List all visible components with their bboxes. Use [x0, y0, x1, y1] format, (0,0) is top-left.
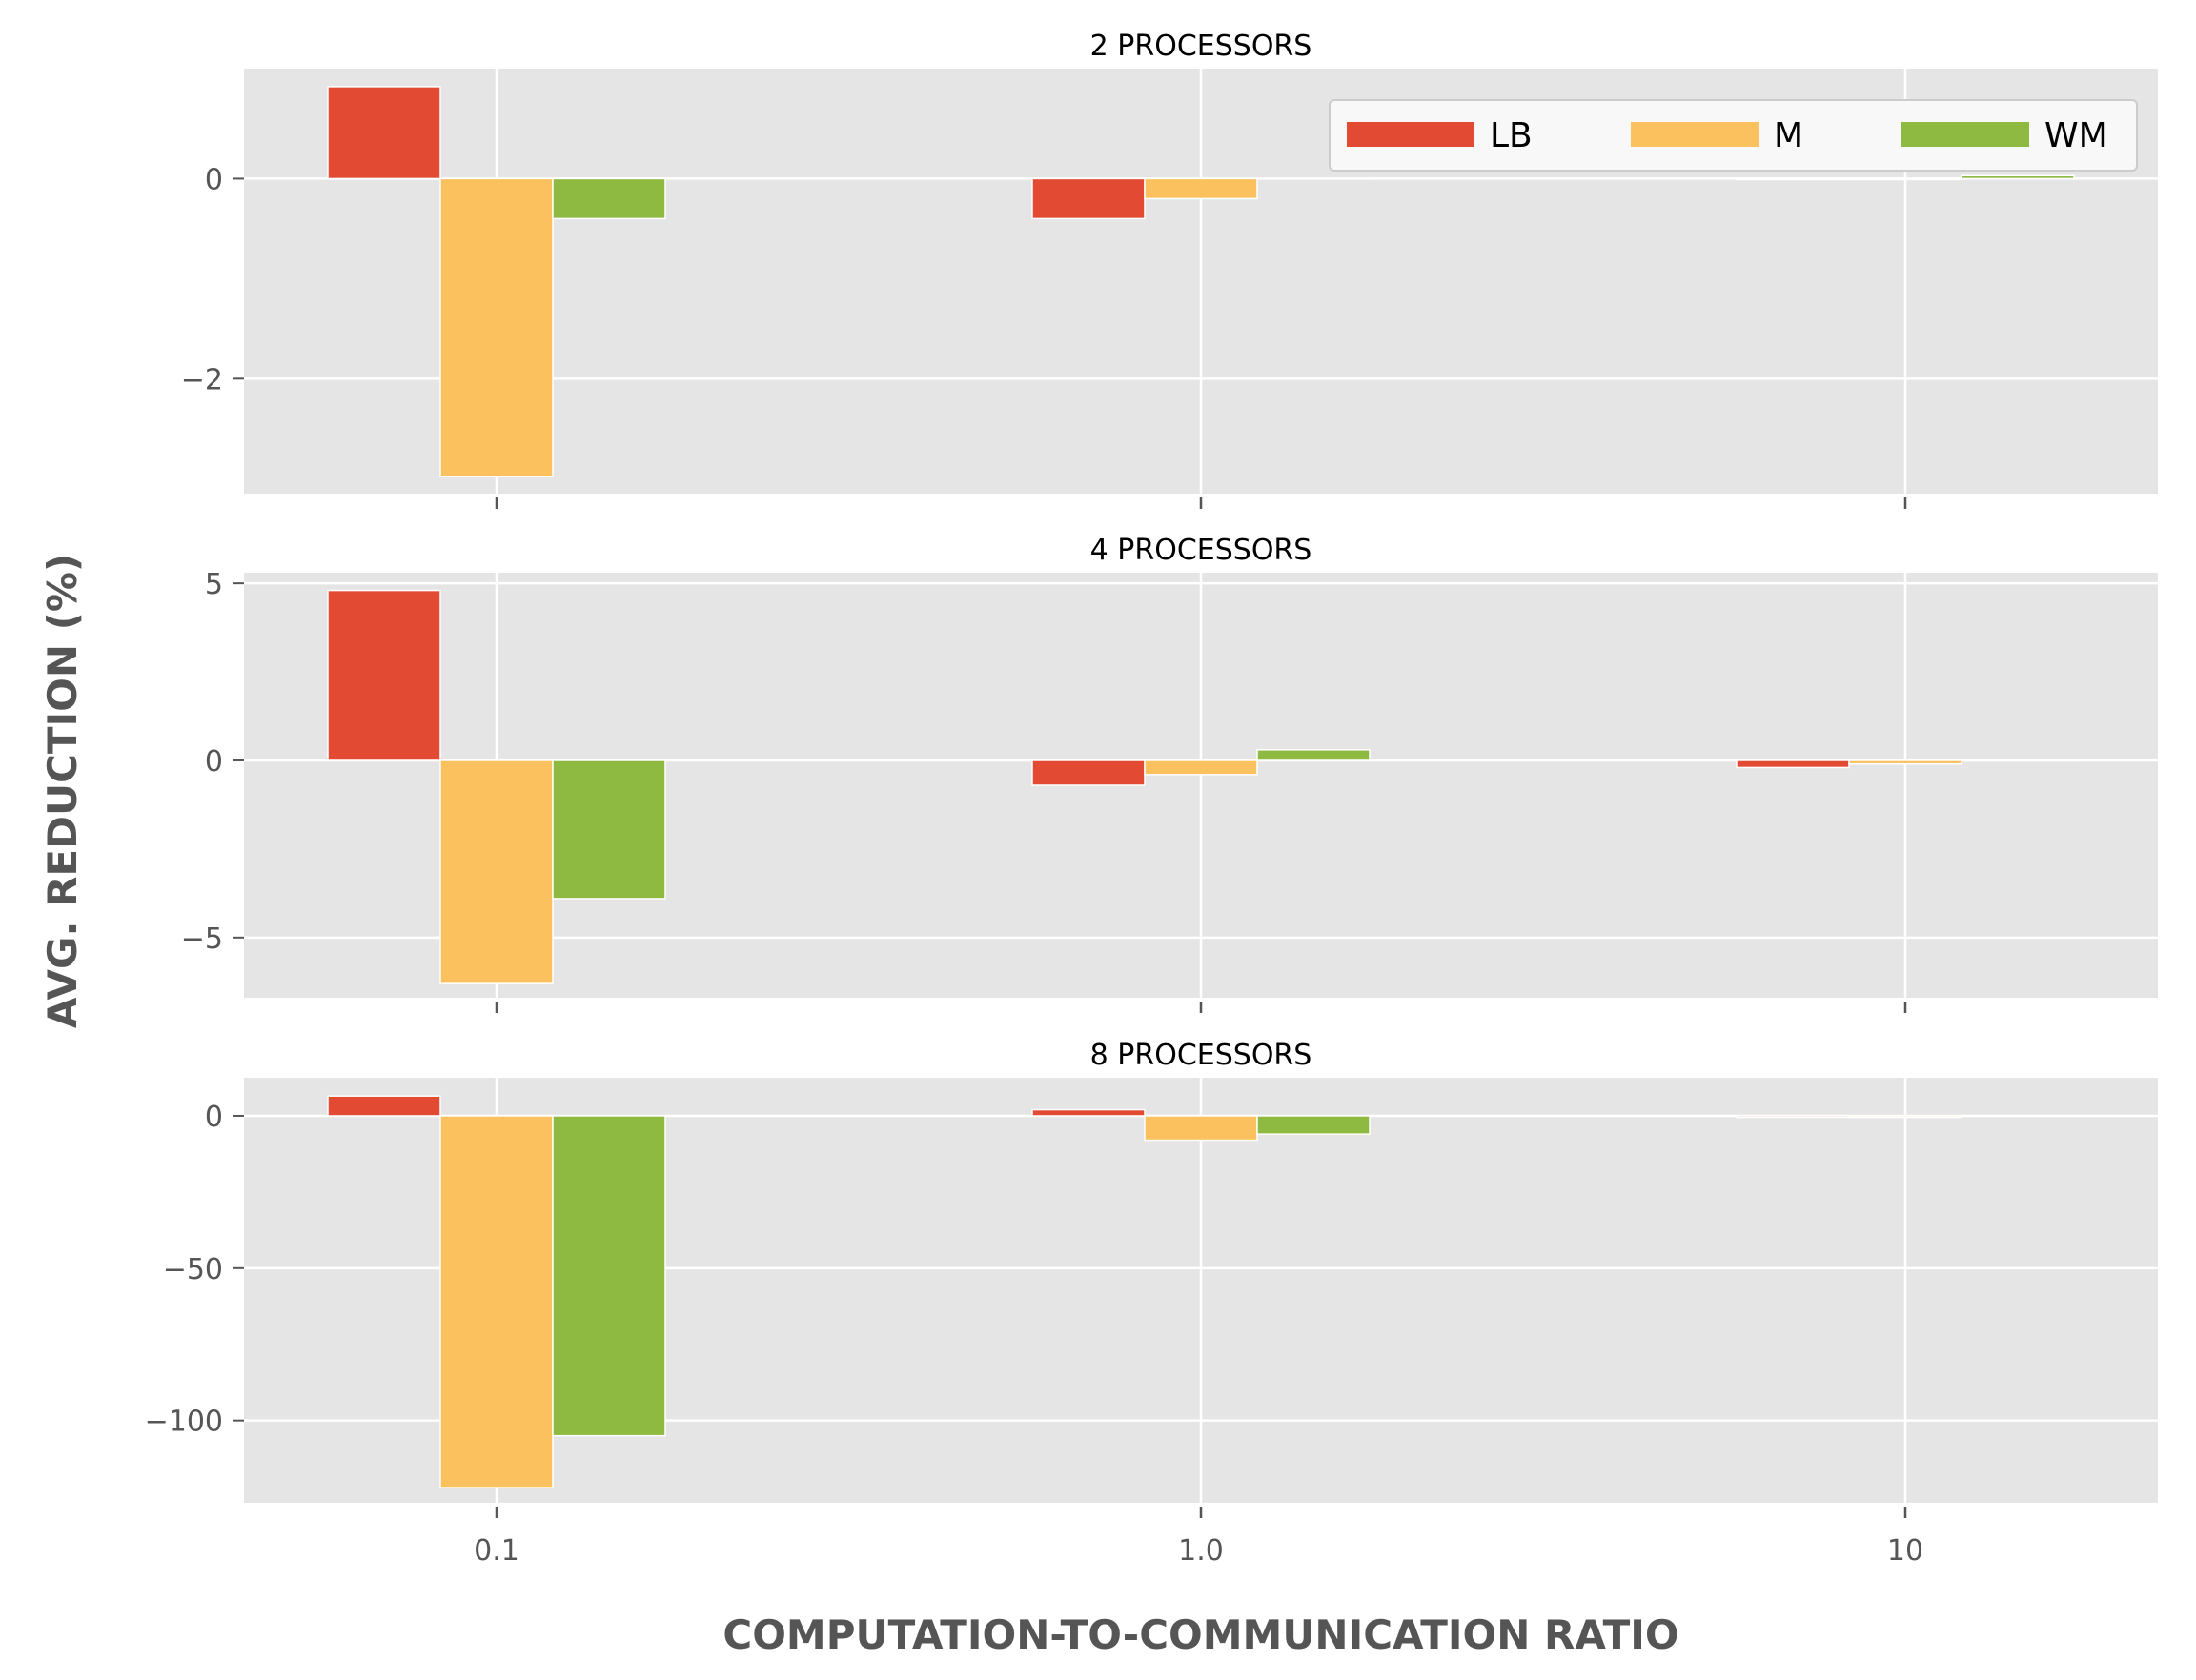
legend-label-lb: LB: [1490, 116, 1533, 155]
bar-m-1.0: [1144, 1115, 1258, 1142]
panel-title: 8 PROCESSORS: [1090, 1039, 1312, 1072]
x-tick-label: 1.0: [1178, 1534, 1224, 1568]
y-tick-label: −2: [181, 363, 223, 396]
bar-lb-10: [1736, 1115, 1850, 1119]
y-tick-label: 0: [205, 1101, 223, 1134]
y-tick-label: −50: [163, 1253, 223, 1286]
panel-title: 2 PROCESSORS: [1090, 30, 1312, 63]
bar-m-0.1: [439, 1115, 554, 1488]
x-tick-label: 0.1: [474, 1534, 519, 1568]
legend-swatch-lb: [1347, 122, 1474, 147]
bar-m-10: [1848, 759, 1962, 765]
panel-3: 0 −50 −100 8 PROCESSORS 0.1 1.0 10: [145, 1039, 2158, 1568]
x-axis-title: COMPUTATION-TO-COMMUNICATION RATIO: [722, 1611, 1678, 1658]
bar-m-1.0: [1144, 759, 1258, 776]
legend-label-m: M: [1774, 116, 1803, 155]
bar-lb-1.0: [1031, 177, 1146, 220]
legend-label-wm: WM: [2044, 116, 2108, 155]
bar-lb-10: [1736, 759, 1850, 769]
bar-wm-1.0: [1256, 1115, 1371, 1135]
y-tick-label: 0: [205, 745, 223, 779]
bar-m-10: [1848, 1115, 1962, 1119]
bar-wm-0.1: [552, 177, 666, 220]
bar-wm-1.0: [1256, 177, 1371, 180]
panels-group: 0 −2 2 PROCESSORS LB M WM 5 0 −5 4 PROCESSORS 0 −50…: [145, 30, 2158, 1568]
x-tick-label: 10: [1887, 1534, 1923, 1568]
bar-lb-0.1: [327, 86, 441, 180]
panel-1: 0 −2 2 PROCESSORS LB M WM: [181, 30, 2158, 509]
legend-swatch-wm: [1901, 122, 2029, 147]
bar-lb-1.0: [1031, 759, 1146, 786]
y-tick-label: 5: [205, 568, 223, 601]
bar-m-0.1: [439, 177, 554, 477]
y-axis-title: AVG. REDUCTION (%): [39, 554, 86, 1028]
bar-wm-0.1: [552, 1115, 666, 1437]
y-tick-label: −5: [181, 922, 223, 956]
bar-m-1.0: [1144, 177, 1258, 200]
bar-lb-0.1: [327, 589, 441, 761]
bar-lb-1.0: [1031, 1108, 1146, 1117]
y-tick-label: −100: [145, 1406, 223, 1439]
y-tick-label: 0: [205, 163, 223, 196]
bar-wm-10: [1961, 759, 2075, 762]
bar-wm-0.1: [552, 759, 666, 900]
bar-m-10: [1848, 177, 1962, 181]
panel-title: 4 PROCESSORS: [1090, 534, 1312, 567]
bar-wm-1.0: [1256, 749, 1371, 761]
bar-wm-10: [1961, 174, 2075, 180]
legend: LB M WM: [1329, 99, 2138, 172]
bar-m-0.1: [439, 759, 554, 984]
legend-swatch-m: [1631, 122, 1759, 147]
bar-wm-10: [1961, 1115, 2075, 1118]
bar-lb-10: [1736, 177, 1850, 181]
bar-lb-0.1: [327, 1095, 441, 1117]
panel-2: 5 0 −5 4 PROCESSORS: [181, 534, 2158, 1013]
